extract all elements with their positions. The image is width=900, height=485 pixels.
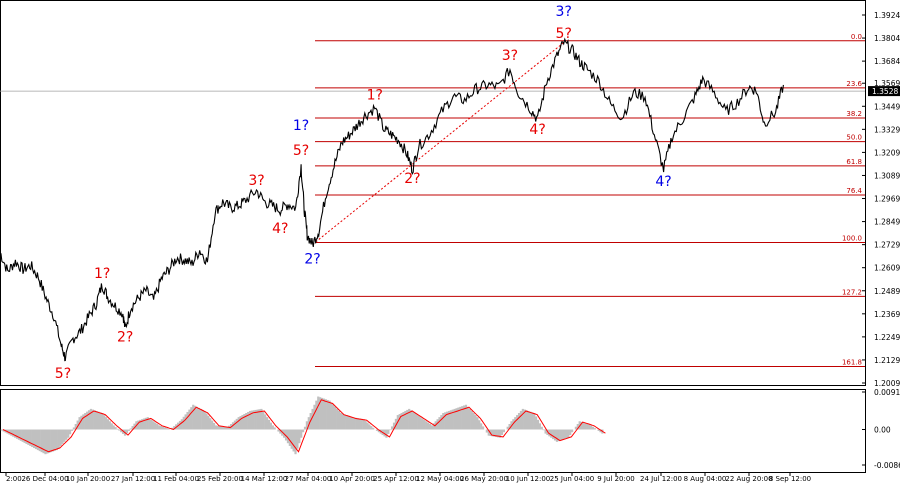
y-tick-label: 1.2609 <box>874 264 900 273</box>
x-tick-label: 11 Feb 04:00 <box>153 475 199 483</box>
fib-level-label: 100.0 <box>842 235 862 243</box>
y-tick-label: 1.3449 <box>874 102 900 111</box>
wave-label: 5? <box>556 26 572 42</box>
x-tick-label: 10 Jan 20:00 <box>66 475 110 483</box>
fib-level-label: 76.4 <box>846 187 862 195</box>
y-tick-label: 1.3209 <box>874 148 900 157</box>
wave-label: 4? <box>272 221 288 237</box>
x-tick-label: 14 Mar 12:00 <box>241 475 288 483</box>
wave-label: 2? <box>117 329 133 345</box>
fib-level-label: 23.6 <box>846 80 862 88</box>
y-tick-label: 1.3329 <box>874 125 900 134</box>
x-tick-label: 26 May 20:00 <box>460 475 508 483</box>
y-tick-label: 1.2729 <box>874 241 900 250</box>
y-tick-label: 1.3569 <box>874 79 900 88</box>
price-layer <box>0 37 784 362</box>
y-tick-label: 1.2369 <box>874 310 900 319</box>
wave-label: 2? <box>404 171 420 187</box>
wave-label-layer: 5? 1? 2? 3? 4? 1? 5? 2? 1? 2? 3? 4? 3? 5? 4? <box>55 4 672 382</box>
signal-line <box>2 399 606 453</box>
current-price-tag <box>868 86 900 97</box>
y-tick-label: 1.2009 <box>874 379 900 388</box>
fibonacci-layer: 0.0 23.6 38.2 50.0 61.8 76.4 100.0 127.2 161.8 <box>0 33 865 367</box>
fib-level-label: 161.8 <box>842 358 862 366</box>
y-tick-label: 1.2969 <box>874 195 900 204</box>
osc-tick-label: 0.00 <box>874 425 891 434</box>
y-tick-label: 1.2249 <box>874 333 900 342</box>
wave-label: 5? <box>293 143 309 159</box>
fib-level-label: 50.0 <box>846 134 862 142</box>
oscillator-layer <box>0 396 606 455</box>
x-tick-label: 27 Mar 04:00 <box>285 475 332 483</box>
wave-label: 1? <box>367 87 383 103</box>
y-tick-label: 1.2129 <box>874 356 900 365</box>
y-axis-layer: 1.3924 1.3804 1.3684 1.3569 1.3449 1.3329 1.32… <box>862 11 900 470</box>
wave-label: 3? <box>502 48 518 64</box>
y-tick-label: 1.3684 <box>874 57 900 66</box>
x-tick-label: 8 Aug 04:00 <box>684 475 727 483</box>
fib-level-label: 61.8 <box>846 158 862 166</box>
x-tick-label: 25 Apr 12:00 <box>373 475 419 483</box>
price-frame <box>0 0 866 473</box>
fib-level-label: 0.0 <box>851 33 862 41</box>
y-tick-label: 1.2849 <box>874 218 900 227</box>
x-tick-label: 10 Apr 20:00 <box>329 475 375 483</box>
y-tick-label: 1.3089 <box>874 171 900 180</box>
price-pane-border <box>0 0 866 386</box>
x-tick-label: 27 Jan 12:00 <box>111 475 155 483</box>
wave-label: 3? <box>556 4 572 20</box>
wave-label: 5? <box>55 366 71 382</box>
x-tick-label: 24 Jul 12:00 <box>640 475 682 483</box>
x-tick-label: 10 Jun 12:00 <box>506 475 550 483</box>
current-price-label: 1.3528 <box>872 87 898 96</box>
x-tick-label: 12 May 04:00 <box>416 475 464 483</box>
x-tick-label: 26 Dec 04:00 <box>21 475 68 483</box>
wave-label: 1? <box>293 118 309 134</box>
x-tick-label: 9 Jul 20:00 <box>597 475 635 483</box>
x-tick-label: 25 Feb 20:00 <box>197 475 243 483</box>
x-tick-label: 8 Sep 12:00 <box>769 475 811 483</box>
y-tick-label: 1.3924 <box>874 11 900 20</box>
trend-line <box>312 42 565 245</box>
wave-label: 1? <box>94 266 110 282</box>
fib-level-label: 127.2 <box>842 288 862 296</box>
osc-pane-border <box>0 389 866 473</box>
wave-label: 4? <box>529 122 545 138</box>
x-tick-label: 2:00 <box>6 475 22 483</box>
wave-label: 4? <box>655 174 671 190</box>
y-tick-label: 1.2489 <box>874 287 900 296</box>
fib-level-label: 38.2 <box>846 110 862 118</box>
x-tick-label: 22 Aug 20:00 <box>725 475 772 483</box>
x-tick-label: 25 Jun 04:00 <box>550 475 594 483</box>
price-series <box>0 37 784 362</box>
osc-tick-label: 0.0091 <box>874 388 900 397</box>
wave-label: 2? <box>304 252 320 268</box>
wave-label: 3? <box>248 173 264 189</box>
y-tick-label: 1.3804 <box>874 34 900 43</box>
osc-tick-label: -0.00862 <box>874 461 900 470</box>
